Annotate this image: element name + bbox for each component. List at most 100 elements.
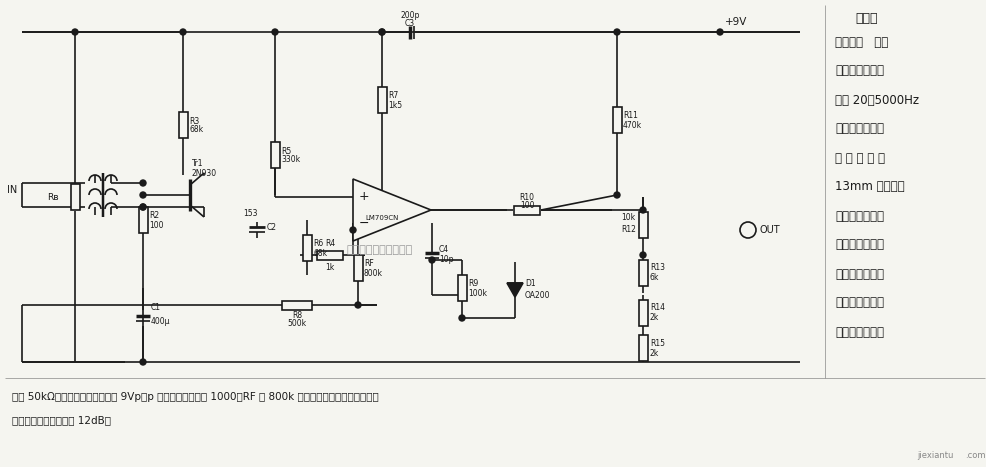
Circle shape [140, 192, 146, 198]
Text: 2N930: 2N930 [192, 169, 217, 177]
Circle shape [379, 29, 385, 35]
Text: R5: R5 [281, 147, 291, 156]
Circle shape [140, 204, 146, 210]
Circle shape [272, 29, 278, 35]
Bar [638, 335, 647, 361]
Text: 个电极，源阻抗: 个电极，源阻抗 [834, 325, 883, 339]
Bar [638, 300, 647, 326]
Text: RF: RF [364, 260, 374, 269]
Bar [70, 184, 80, 210]
Bar [178, 112, 187, 138]
Text: 放在人体皮肤上: 放在人体皮肤上 [834, 210, 883, 222]
Text: 1k: 1k [325, 262, 334, 271]
Text: R4: R4 [324, 240, 335, 248]
Circle shape [613, 29, 619, 35]
Text: R14: R14 [650, 304, 665, 312]
Bar [270, 142, 279, 168]
Text: 2k: 2k [650, 348, 659, 358]
Text: R12: R12 [620, 226, 635, 234]
Text: C1: C1 [151, 304, 161, 312]
Text: LM709CN: LM709CN [365, 215, 398, 221]
Bar [317, 250, 343, 260]
Text: −: − [358, 217, 369, 229]
Text: R2: R2 [149, 211, 159, 219]
Circle shape [355, 302, 361, 308]
Text: OA200: OA200 [525, 290, 550, 299]
Text: +: + [358, 191, 369, 204]
Text: R8: R8 [292, 311, 302, 319]
Text: 叉频率处每倍频程下降 12dB。: 叉频率处每倍频程下降 12dB。 [12, 415, 110, 425]
Circle shape [379, 29, 385, 35]
Polygon shape [353, 179, 431, 241]
Circle shape [429, 257, 435, 263]
Text: R7: R7 [387, 92, 397, 100]
Circle shape [458, 315, 464, 321]
Text: 470k: 470k [622, 120, 642, 129]
Text: 100: 100 [520, 201, 533, 211]
Text: 的信号电压。这: 的信号电压。这 [834, 122, 883, 135]
Bar [612, 107, 621, 133]
Text: R13: R13 [650, 263, 665, 273]
Text: .com: .com [964, 451, 984, 460]
Text: 6k: 6k [650, 274, 659, 283]
Bar [638, 212, 647, 238]
Text: 10p: 10p [439, 255, 453, 264]
Text: R3: R3 [188, 116, 199, 126]
Text: C4: C4 [439, 245, 449, 254]
Circle shape [716, 29, 723, 35]
Text: 100k: 100k [467, 289, 486, 297]
Text: 153: 153 [243, 208, 257, 218]
Circle shape [639, 207, 646, 213]
Text: 1k5: 1k5 [387, 100, 401, 109]
Text: C3: C3 [404, 20, 415, 28]
Text: 种 信 号 是 把: 种 信 号 是 把 [834, 151, 884, 164]
Text: 100: 100 [149, 220, 164, 229]
Circle shape [613, 192, 619, 198]
Circle shape [140, 359, 146, 365]
Text: 路用来放大几毫: 路用来放大几毫 [834, 64, 883, 78]
Bar [353, 255, 362, 281]
Circle shape [639, 252, 646, 258]
Bar [138, 207, 147, 233]
Text: 而拾取到的。测: 而拾取到的。测 [834, 239, 883, 252]
Text: R10: R10 [519, 193, 534, 203]
Text: 500k: 500k [287, 319, 307, 328]
Text: R9: R9 [467, 280, 478, 289]
Polygon shape [507, 283, 523, 297]
Circle shape [72, 29, 78, 35]
Text: 压放大器   本电: 压放大器 本电 [834, 35, 887, 49]
Bar [638, 260, 647, 286]
Text: 68k: 68k [313, 248, 326, 257]
Text: 400μ: 400μ [151, 317, 171, 325]
Text: R11: R11 [622, 112, 637, 120]
Text: +9V: +9V [725, 17, 746, 27]
Text: jiexiantu: jiexiantu [916, 451, 952, 460]
Text: 68k: 68k [188, 126, 203, 134]
Bar [514, 205, 539, 214]
Bar [377, 87, 387, 113]
Text: 每个手腕上放一: 每个手腕上放一 [834, 297, 883, 310]
Circle shape [140, 180, 146, 186]
Text: 杭州络睛科技有限公司: 杭州络睛科技有限公司 [346, 245, 413, 255]
Text: 2k: 2k [650, 313, 659, 323]
Text: 13mm 的薄銀片: 13mm 的薄銀片 [834, 181, 904, 193]
Text: 量心电图时要在: 量心电图时要在 [834, 268, 883, 281]
Text: D1: D1 [525, 280, 535, 289]
Text: R6: R6 [313, 240, 323, 248]
Text: Rʙ: Rʙ [47, 192, 59, 201]
Text: R15: R15 [650, 339, 665, 347]
Text: OUT: OUT [759, 225, 780, 235]
Bar [458, 275, 466, 301]
Text: 330k: 330k [281, 156, 300, 164]
Circle shape [179, 29, 185, 35]
Text: 800k: 800k [364, 269, 383, 277]
Text: Tr1: Tr1 [192, 158, 203, 168]
Text: C2: C2 [267, 224, 277, 233]
Circle shape [140, 204, 146, 210]
Text: 高达 50kΩ。电路最大输出能力为 9Vp－p 电压。电压增益为 1000。RF 是 800k 的电位器，要调节到在高于交: 高达 50kΩ。电路最大输出能力为 9Vp－p 电压。电压增益为 1000。RF… [12, 392, 379, 402]
Text: 10k: 10k [620, 213, 634, 222]
Text: 200p: 200p [400, 12, 419, 21]
Circle shape [740, 222, 755, 238]
Bar [302, 235, 312, 261]
Circle shape [350, 227, 356, 233]
